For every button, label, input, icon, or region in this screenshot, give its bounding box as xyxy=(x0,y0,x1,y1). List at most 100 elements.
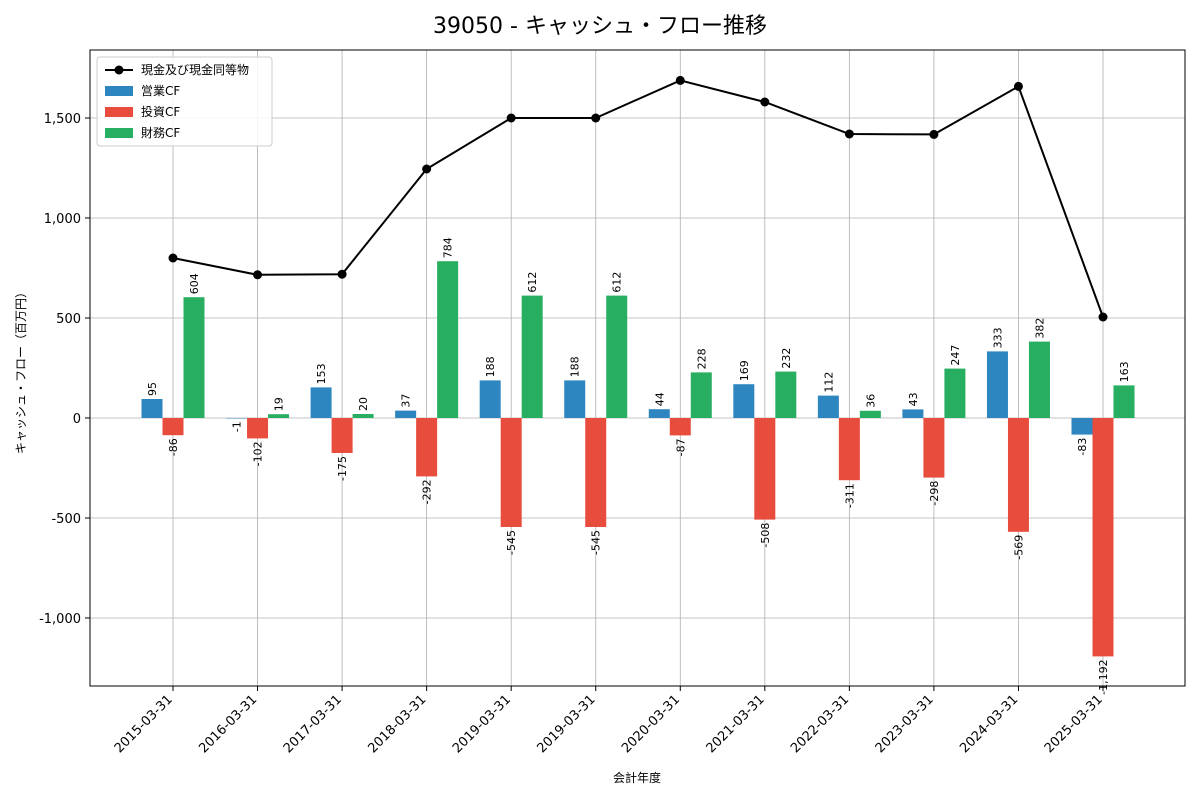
legend-marker xyxy=(114,65,124,75)
legend-label: 営業CF xyxy=(141,84,180,98)
bar-value-label: -83 xyxy=(1076,438,1089,456)
bars xyxy=(141,261,1135,657)
bar-value-label: -292 xyxy=(421,479,434,504)
bar-0 xyxy=(479,380,501,418)
bar-2 xyxy=(1113,385,1135,418)
bar-value-label: 188 xyxy=(569,356,582,377)
bar-value-label: -545 xyxy=(505,530,518,555)
bar-value-label: 604 xyxy=(188,273,201,294)
bar-value-label: 612 xyxy=(611,272,624,293)
bar-0 xyxy=(395,410,417,418)
bar-2 xyxy=(690,372,712,418)
cash-line-point xyxy=(929,129,939,139)
bar-1 xyxy=(247,418,269,439)
bar-value-label: 188 xyxy=(484,356,497,377)
bar-2 xyxy=(1028,341,1050,418)
cash-line xyxy=(168,75,1108,322)
bar-2 xyxy=(183,297,205,418)
bar-value-label: 44 xyxy=(653,392,666,406)
legend-label: 投資CF xyxy=(141,104,180,119)
bar-value-label: 19 xyxy=(273,397,286,411)
bar-0 xyxy=(564,380,586,418)
bar-value-label: 247 xyxy=(949,345,962,366)
bar-2 xyxy=(944,368,966,418)
bar-value-label: 382 xyxy=(1033,318,1046,339)
bar-1 xyxy=(1007,418,1029,532)
y-tick-label: 1,500 xyxy=(44,112,81,127)
legend-label: 財務CF xyxy=(141,125,180,140)
bar-1 xyxy=(1092,418,1114,657)
bar-0 xyxy=(986,351,1008,418)
bar-value-label: 784 xyxy=(442,237,455,258)
bar-value-label: 37 xyxy=(400,394,413,408)
y-tick-label: 500 xyxy=(56,312,81,327)
bar-value-label: 43 xyxy=(907,392,920,406)
bar-value-label: -298 xyxy=(928,481,941,506)
bar-value-label: 232 xyxy=(780,348,793,369)
bar-0 xyxy=(733,384,755,418)
bar-labels: 95 -1 153 37 188 188 44 169 112 43 333 -83 -86 -102 -1… xyxy=(146,237,1131,695)
bar-value-label: -508 xyxy=(759,523,772,548)
bar-1 xyxy=(669,418,691,436)
cash-line-point xyxy=(337,269,347,279)
bar-1 xyxy=(923,418,945,478)
y-axis-ticks: -1,000 -500 0 500 1,000 1,500 xyxy=(39,112,90,627)
bar-2 xyxy=(775,371,797,418)
cash-line-point xyxy=(1098,312,1108,322)
cash-line-point xyxy=(253,270,263,280)
bar-value-label: -87 xyxy=(674,438,687,456)
bar-2 xyxy=(268,414,290,418)
y-axis-label: キャッシュ・フロー（百万円） xyxy=(14,286,28,454)
cash-line-path xyxy=(172,79,1104,318)
bar-0 xyxy=(226,418,248,419)
cash-line-point xyxy=(1013,81,1023,91)
bar-2 xyxy=(437,261,459,418)
cash-line-point xyxy=(844,129,854,139)
bar-value-label: 169 xyxy=(738,360,751,381)
bar-value-label: 612 xyxy=(526,272,539,293)
chart-title: 39050 - キャッシュ・フロー推移 xyxy=(433,14,767,39)
legend-box xyxy=(96,56,273,147)
cash-line-point xyxy=(675,75,685,85)
bar-2 xyxy=(521,295,543,418)
x-axis-label: 会計年度 xyxy=(613,770,661,785)
y-tick-label: 0 xyxy=(73,412,81,427)
legend-swatch xyxy=(105,107,133,117)
bar-1 xyxy=(331,418,353,453)
bar-value-label: 20 xyxy=(357,397,370,411)
bar-0 xyxy=(1071,418,1093,435)
bar-1 xyxy=(754,418,776,520)
bar-0 xyxy=(817,395,839,418)
y-tick-label: -500 xyxy=(51,512,81,527)
legend-swatch xyxy=(105,128,133,138)
bar-1 xyxy=(585,418,607,527)
legend-label: 現金及び現金同等物 xyxy=(141,62,249,77)
bar-value-label: -175 xyxy=(336,456,349,481)
bar-0 xyxy=(902,409,924,418)
bar-1 xyxy=(838,418,860,481)
y-tick-label: -1,000 xyxy=(39,612,81,627)
bar-value-label: 95 xyxy=(146,382,159,396)
bar-2 xyxy=(859,410,881,418)
bar-value-label: -102 xyxy=(252,441,265,466)
bar-value-label: 153 xyxy=(315,363,328,384)
bar-value-label: -311 xyxy=(843,483,856,508)
cash-line-point xyxy=(422,164,432,174)
cash-line-point xyxy=(591,113,601,123)
bar-2 xyxy=(606,295,628,418)
bar-1 xyxy=(416,418,438,477)
bar-value-label: 163 xyxy=(1118,361,1131,382)
cash-line-point xyxy=(760,97,770,107)
bar-0 xyxy=(648,409,670,418)
bar-value-label: 333 xyxy=(991,327,1004,348)
bar-1 xyxy=(162,418,184,436)
bar-value-label: 228 xyxy=(695,348,708,369)
plot-frame xyxy=(89,49,1186,687)
bar-value-label: 112 xyxy=(822,372,835,393)
bar-1 xyxy=(500,418,522,527)
bar-value-label: -86 xyxy=(167,438,180,456)
cash-line-point xyxy=(168,253,178,263)
legend-swatch xyxy=(105,86,133,96)
